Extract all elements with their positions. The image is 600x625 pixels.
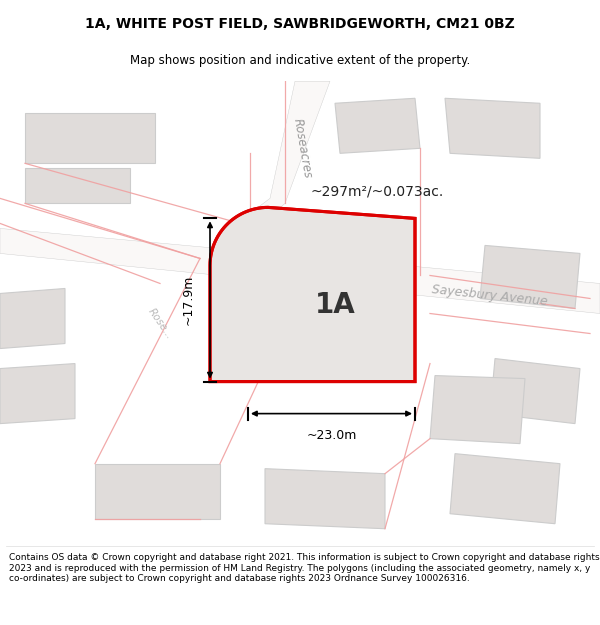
Polygon shape: [0, 364, 75, 424]
Polygon shape: [260, 228, 400, 369]
Polygon shape: [25, 168, 130, 203]
Text: ~17.9m: ~17.9m: [182, 275, 194, 325]
Text: ~297m²/~0.073ac.: ~297m²/~0.073ac.: [310, 184, 443, 198]
Polygon shape: [480, 246, 580, 309]
Polygon shape: [490, 359, 580, 424]
Polygon shape: [450, 454, 560, 524]
Polygon shape: [25, 113, 155, 163]
Text: Roseacres: Roseacres: [290, 118, 314, 179]
Text: Map shows position and indicative extent of the property.: Map shows position and indicative extent…: [130, 54, 470, 68]
Polygon shape: [0, 289, 65, 349]
Polygon shape: [0, 228, 600, 314]
Text: 1A, WHITE POST FIELD, SAWBRIDGEWORTH, CM21 0BZ: 1A, WHITE POST FIELD, SAWBRIDGEWORTH, CM…: [85, 18, 515, 31]
Polygon shape: [265, 469, 385, 529]
Polygon shape: [210, 208, 415, 382]
Text: ~23.0m: ~23.0m: [307, 429, 356, 442]
Text: Rose...: Rose...: [146, 306, 174, 341]
Text: Contains OS data © Crown copyright and database right 2021. This information is : Contains OS data © Crown copyright and d…: [9, 554, 599, 583]
Text: 1A: 1A: [314, 291, 355, 319]
Text: Sayesbury Avenue: Sayesbury Avenue: [431, 283, 548, 308]
Polygon shape: [335, 98, 420, 153]
Polygon shape: [445, 98, 540, 158]
Polygon shape: [230, 81, 330, 233]
Polygon shape: [430, 376, 525, 444]
Polygon shape: [95, 464, 220, 519]
